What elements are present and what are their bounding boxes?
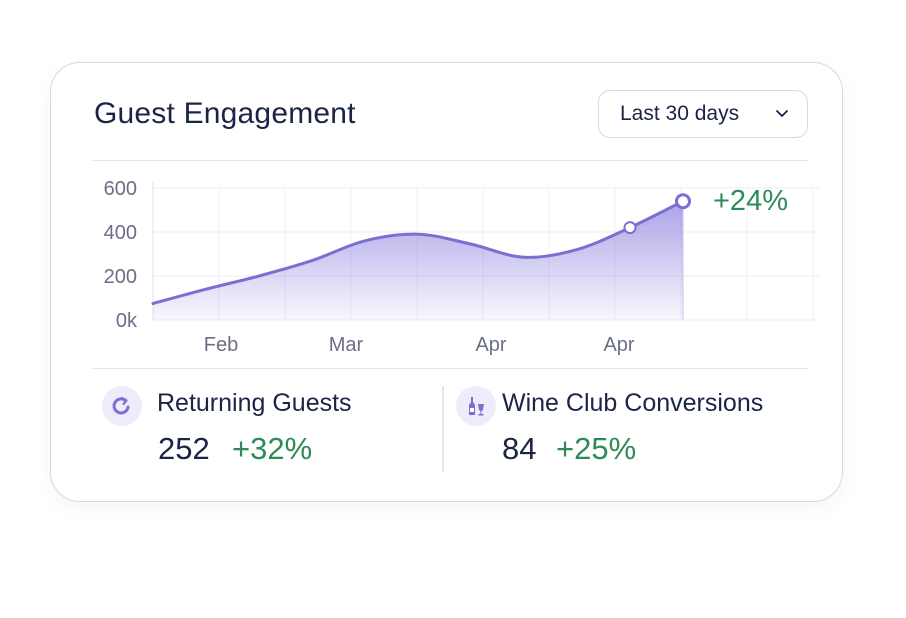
x-tick-label: Apr bbox=[475, 334, 506, 356]
engagement-area-chart: +24% 600 400 200 0k Feb Mar Apr Apr bbox=[104, 178, 819, 356]
y-tick-label: 600 bbox=[104, 178, 137, 200]
y-tick-label: 0k bbox=[116, 310, 138, 332]
series-line bbox=[151, 199, 685, 305]
wine-club-change: +25% bbox=[556, 431, 637, 466]
header-divider bbox=[93, 160, 809, 161]
returning-guests-label: Returning Guests bbox=[157, 389, 352, 417]
x-tick-label: Feb bbox=[204, 334, 238, 356]
y-tick-label: 400 bbox=[104, 222, 137, 244]
wine-bottle-glass-icon bbox=[469, 397, 484, 416]
card-title: Guest Engagement bbox=[94, 97, 356, 130]
chart-change-label: +24% bbox=[713, 185, 788, 217]
returning-guests-badge bbox=[102, 386, 142, 426]
x-tick-label: Apr bbox=[603, 334, 634, 356]
chevron-down-icon bbox=[776, 110, 788, 117]
data-point-marker bbox=[623, 221, 637, 235]
returning-guests-value: 252 bbox=[158, 431, 210, 466]
stats-separator bbox=[442, 386, 444, 472]
wine-club-badge bbox=[456, 386, 496, 426]
area-fill bbox=[153, 201, 683, 320]
y-tick-label: 200 bbox=[104, 266, 137, 288]
wine-club-value: 84 bbox=[502, 431, 537, 466]
date-range-dropdown[interactable]: Last 30 days bbox=[598, 90, 808, 138]
chart-divider bbox=[93, 368, 809, 369]
returning-guests-change: +32% bbox=[232, 431, 313, 466]
refresh-icon bbox=[112, 396, 130, 415]
data-point-marker bbox=[675, 193, 691, 210]
x-tick-label: Mar bbox=[329, 334, 364, 356]
wine-club-label: Wine Club Conversions bbox=[502, 389, 764, 417]
date-range-value: Last 30 days bbox=[620, 102, 740, 125]
guest-engagement-card: Guest Engagement Last 30 days +24% 600 400… bbox=[50, 62, 843, 502]
